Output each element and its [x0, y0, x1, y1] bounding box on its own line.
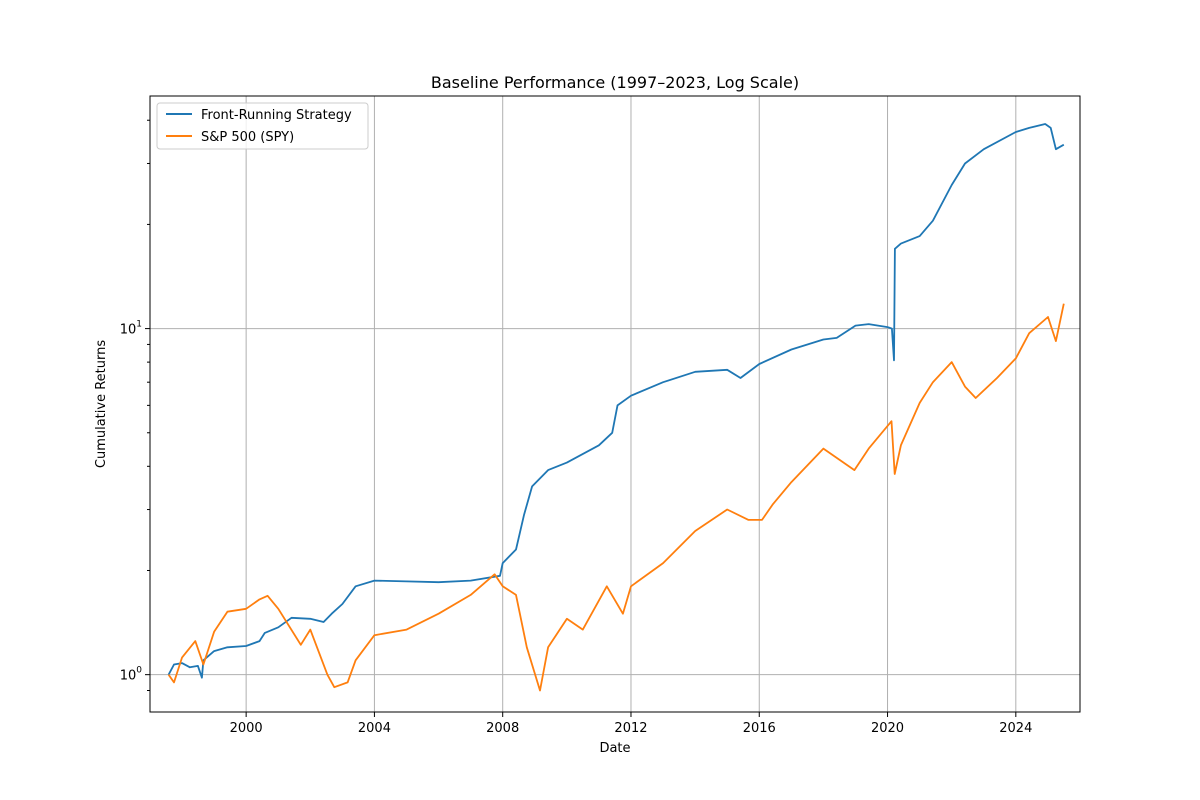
- legend-box: [156, 102, 369, 150]
- series-line-front-running-strategy: [167, 123, 1065, 679]
- y-axis-label: Cumulative Returns: [94, 340, 109, 468]
- legend-label-front-running: Front-Running Strategy: [201, 108, 352, 123]
- x-tick-label: 2012: [614, 721, 647, 736]
- x-tick-label: 2008: [486, 721, 519, 736]
- x-tick-label: 2004: [358, 721, 391, 736]
- series-layer: [167, 123, 1065, 692]
- x-tick-label: 2024: [999, 721, 1032, 736]
- y-tick-label: 100: [120, 666, 143, 684]
- y-axis: 100 101: [120, 119, 150, 691]
- x-tick-label: 2020: [871, 721, 904, 736]
- x-axis-label: Date: [599, 741, 630, 756]
- x-tick-label: 2016: [743, 721, 776, 736]
- chart-title: Baseline Performance (1997–2023, Log Sca…: [431, 73, 799, 92]
- x-tick-label: 2000: [230, 721, 263, 736]
- legend: Front-Running Strategy S&P 500 (SPY): [156, 102, 369, 150]
- series-line-sp500-spy: [167, 303, 1065, 692]
- y-tick-label: 101: [120, 320, 142, 338]
- x-axis: 2000 2004 2008 2012 2016 2020 2024: [230, 712, 1032, 736]
- axes-frame: [149, 95, 1081, 713]
- grid-lines: [150, 96, 1080, 712]
- legend-label-spy: S&P 500 (SPY): [201, 130, 294, 145]
